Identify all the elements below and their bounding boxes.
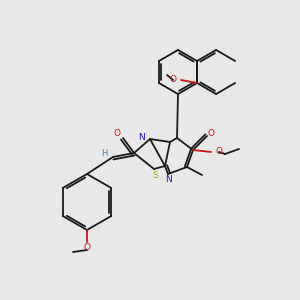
Text: O: O bbox=[208, 128, 214, 137]
Text: O: O bbox=[169, 76, 176, 85]
Text: O: O bbox=[113, 130, 121, 139]
Text: N: N bbox=[166, 175, 172, 184]
Text: S: S bbox=[152, 170, 158, 179]
Text: N: N bbox=[138, 134, 145, 142]
Text: O: O bbox=[216, 148, 223, 157]
Text: O: O bbox=[83, 242, 91, 251]
Text: H: H bbox=[100, 149, 107, 158]
